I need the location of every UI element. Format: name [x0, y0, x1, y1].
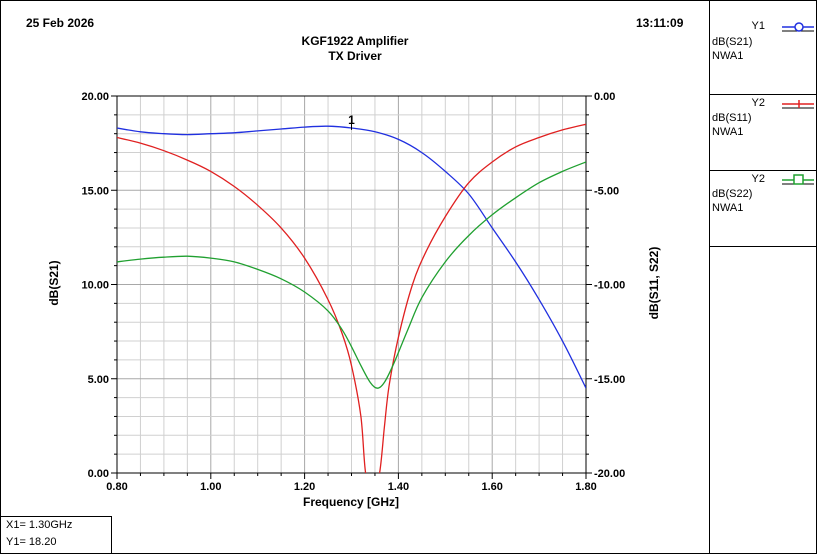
date-label: 25 Feb 2026	[26, 16, 95, 30]
y-right-tick-label: 0.00	[594, 91, 615, 103]
y-right-tick-label: -20.00	[594, 468, 625, 480]
legend-axis-name: Y2	[751, 97, 765, 109]
x-tick-label: 0.80	[106, 481, 127, 493]
circle-marker-icon	[782, 22, 814, 32]
y-left-tick-label: 15.00	[81, 185, 109, 197]
time-label: 13:11:09	[636, 16, 684, 30]
legend-source: NWA1	[712, 126, 744, 138]
legend-entry-s21[interactable]: Y1 dB(S21) NWA1	[710, 0, 817, 95]
marker-label: 1	[348, 113, 355, 127]
chart-canvas[interactable]: 0.80 1.00 1.20 1.40 1.60 1.800.005.0010.0015.…	[0, 0, 709, 554]
x-tick-label: 1.60	[481, 481, 502, 493]
legend-axis-name: Y2	[751, 173, 765, 185]
y-left-tick-label: 0.00	[88, 468, 109, 480]
legend-axis-name: Y1	[751, 20, 765, 32]
x-tick-label: 1.40	[388, 481, 409, 493]
marker-readout: X1= 1.30GHz Y1= 18.20	[1, 516, 112, 553]
legend-panel: Y1 dB(S21) NWA1 Y2 dB(S11) NWA1 Y2 dB(S2…	[709, 0, 817, 554]
legend-source: NWA1	[712, 50, 744, 62]
y-right-tick-label: -10.00	[594, 280, 625, 292]
y-right-tick-label: -15.00	[594, 374, 625, 386]
y-right-axis-label: dB(S11, S22)	[647, 247, 661, 320]
series-line-dbs11	[117, 123, 586, 473]
y-left-tick-label: 20.00	[81, 91, 109, 103]
chart-grid	[116, 95, 587, 474]
marker-x-readout: X1= 1.30GHz	[6, 519, 73, 531]
legend-trace-name: dB(S22)	[712, 188, 753, 200]
square-marker-icon	[782, 174, 814, 185]
x-tick-label: 1.00	[200, 481, 221, 493]
y-right-tick-label: -5.00	[594, 185, 619, 197]
legend-trace-name: dB(S21)	[712, 36, 753, 48]
chart-subtitle: TX Driver	[328, 49, 382, 63]
chart-title: KGF1922 Amplifier	[301, 34, 409, 48]
series-line-dbs22	[117, 161, 586, 389]
plot-frame	[111, 95, 592, 479]
x-tick-label: 1.80	[575, 481, 596, 493]
plus-marker-icon	[782, 100, 814, 109]
chart-ticks: 0.80 1.00 1.20 1.40 1.60 1.800.005.0010.0015.…	[81, 91, 625, 493]
y-left-tick-label: 10.00	[81, 280, 109, 292]
legend-trace-name: dB(S11)	[712, 112, 752, 124]
marker-y-readout: Y1= 18.20	[6, 536, 57, 548]
y-left-tick-label: 5.00	[88, 374, 109, 386]
legend-source: NWA1	[712, 202, 744, 214]
y-left-axis-label: dB(S21)	[47, 260, 61, 305]
x-axis-label: Frequency [GHz]	[303, 495, 399, 509]
legend-entry-s11[interactable]: Y2 dB(S11) NWA1	[710, 94, 817, 171]
marker-1: 1	[348, 113, 355, 130]
x-tick-label: 1.20	[294, 481, 315, 493]
legend-entry-s22[interactable]: Y2 dB(S22) NWA1	[710, 170, 817, 247]
